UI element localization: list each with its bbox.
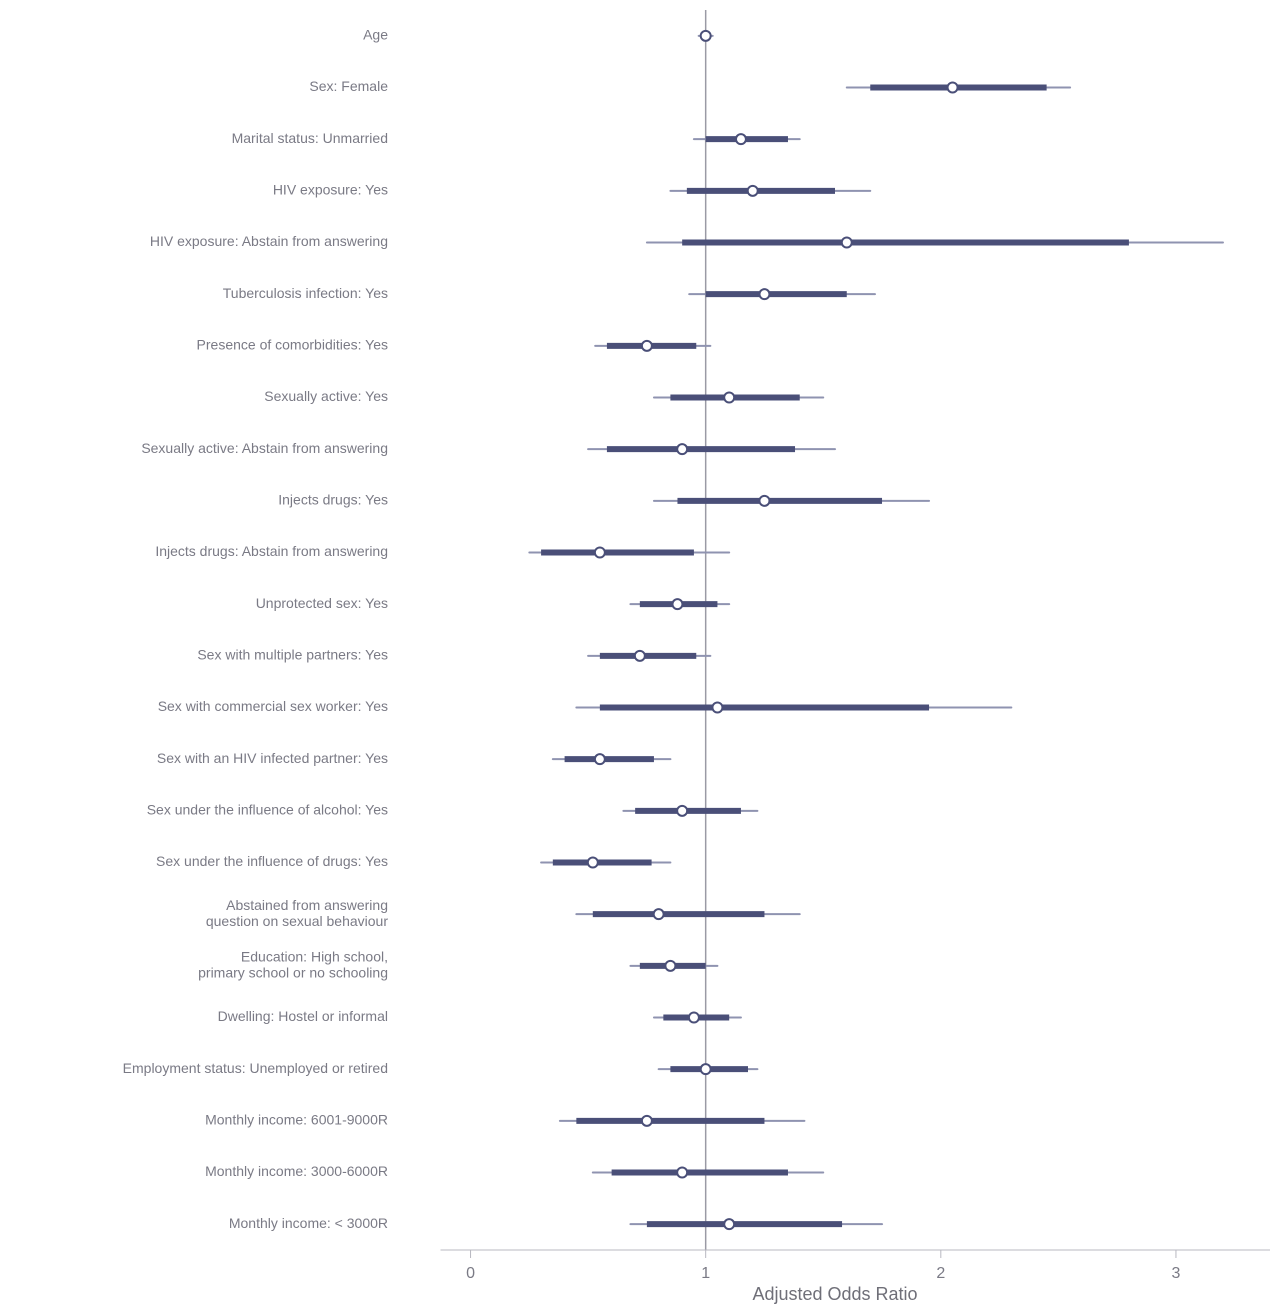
row-label: Monthly income: < 3000R [229, 1215, 388, 1231]
row-label: Unprotected sex: Yes [256, 595, 388, 611]
estimate-marker [635, 651, 645, 661]
estimate-marker [701, 1064, 711, 1074]
row-label: Sex: Female [309, 78, 388, 94]
estimate-marker [672, 599, 682, 609]
forest-plot-svg: 0 1 2 3 Adjusted Odds Ratio Age Sex: Female Mar… [0, 0, 1280, 1304]
row-label: Age [363, 27, 388, 43]
row-label: HIV exposure: Yes [273, 182, 388, 198]
estimate-marker [724, 1219, 734, 1229]
row-label: Sex with commercial sex worker: Yes [158, 698, 388, 714]
estimate-marker [642, 1116, 652, 1126]
estimate-marker [665, 961, 675, 971]
estimate-marker [948, 83, 958, 93]
estimate-marker [677, 1168, 687, 1178]
row-label: Monthly income: 6001-9000R [205, 1112, 388, 1128]
estimate-marker [642, 341, 652, 351]
estimate-marker [736, 134, 746, 144]
row-label: Dwelling: Hostel or informal [218, 1008, 388, 1024]
row-label: HIV exposure: Abstain from answering [150, 233, 388, 249]
row-label: Sexually active: Abstain from answering [141, 440, 388, 456]
estimate-marker [654, 909, 664, 919]
row-label: Sex under the influence of alcohol: Yes [147, 802, 388, 818]
row-label: primary school or no schooling [198, 965, 388, 981]
row-label: Monthly income: 3000-6000R [205, 1163, 388, 1179]
row-label: Education: High school, [241, 949, 388, 965]
estimate-marker [677, 444, 687, 454]
estimate-marker [677, 806, 687, 816]
forest-plot: 0 1 2 3 Adjusted Odds Ratio Age Sex: Female Mar… [0, 0, 1280, 1304]
row-label: Marital status: Unmarried [232, 130, 388, 146]
row-label: Injects drugs: Yes [278, 492, 388, 508]
estimate-marker [701, 31, 711, 41]
row-label: Abstained from answering [226, 897, 388, 913]
x-tick-label: 1 [701, 1265, 710, 1282]
row-label: Sex with an HIV infected partner: Yes [157, 750, 388, 766]
estimate-marker [724, 393, 734, 403]
x-tick-label: 2 [936, 1265, 945, 1282]
estimate-marker [595, 754, 605, 764]
row-label: Sex with multiple partners: Yes [197, 647, 388, 663]
estimate-marker [712, 703, 722, 713]
estimate-marker [588, 858, 598, 868]
estimate-marker [595, 548, 605, 558]
row-label: Injects drugs: Abstain from answering [155, 543, 388, 559]
x-tick-label: 3 [1171, 1265, 1180, 1282]
row-label: question on sexual behaviour [206, 913, 388, 929]
row-label: Sexually active: Yes [264, 388, 388, 404]
estimate-marker [689, 1013, 699, 1023]
estimate-marker [759, 289, 769, 299]
x-tick-label: 0 [466, 1265, 475, 1282]
row-label: Employment status: Unemployed or retired [123, 1060, 388, 1076]
estimate-marker [748, 186, 758, 196]
estimate-marker [759, 496, 769, 506]
x-axis-title: Adjusted Odds Ratio [752, 1284, 917, 1304]
row-label: Sex under the influence of drugs: Yes [156, 853, 388, 869]
row-label: Presence of comorbidities: Yes [197, 337, 388, 353]
estimate-marker [842, 238, 852, 248]
row-label: Tuberculosis infection: Yes [223, 285, 388, 301]
